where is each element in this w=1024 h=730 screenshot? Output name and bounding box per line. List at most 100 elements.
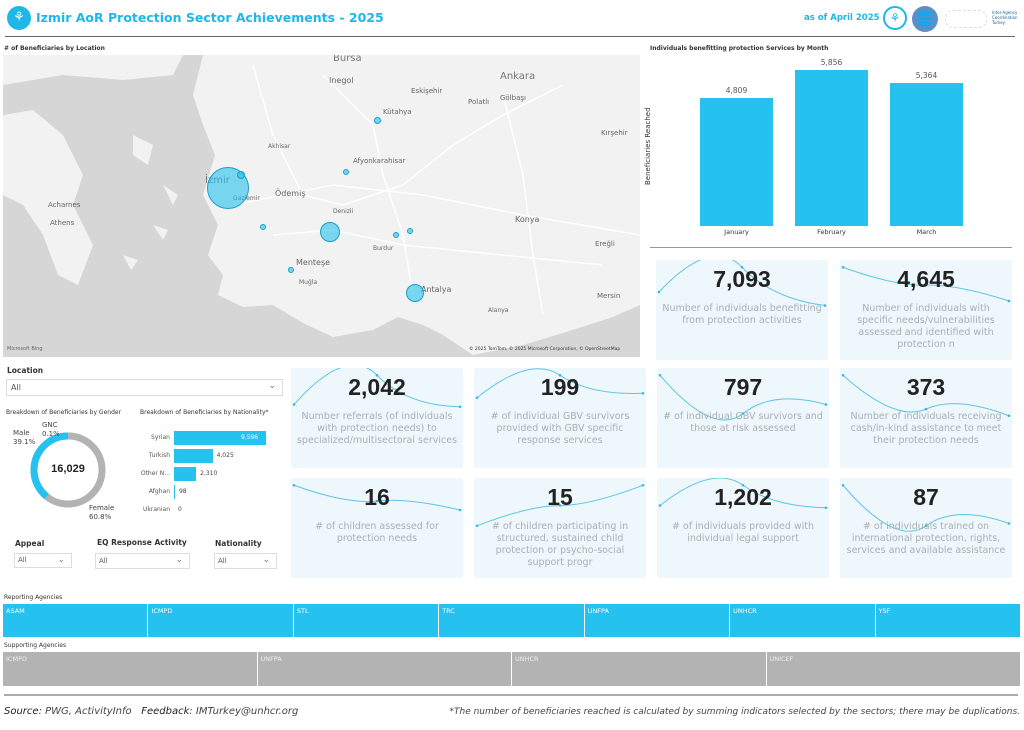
reporting-agencies: ASAM ICMPD STL TRC UNFPA UNHCR YSF (3, 604, 1021, 637)
feedback-label: Feedback (141, 706, 190, 717)
month-bar[interactable] (795, 70, 868, 226)
male-pct: 39.1% (13, 438, 36, 446)
unhcr-logo-icon: ⚘ (7, 6, 31, 30)
kpi-card: 16 # of children assessed for protection … (291, 478, 463, 578)
kpi-label: # of children participating in structure… (491, 521, 629, 568)
sparkline (841, 483, 1011, 532)
location-bubble[interactable] (373, 116, 381, 124)
appeal-dropdown[interactable]: All ⌄ (14, 553, 72, 568)
kpi-value: 16 (364, 484, 390, 510)
nationality-bar[interactable] (174, 467, 197, 481)
city-label: Inegol (329, 76, 354, 85)
nationality-value: 98 (178, 488, 187, 495)
nationality-value: 9,596 (241, 434, 259, 441)
chevron-down-icon: ⌄ (57, 555, 65, 565)
city-label: Ödemiş (275, 189, 306, 198)
month-bar-value: 5,364 (915, 71, 938, 81)
feedback-email[interactable]: : IMTurkey@unhcr.org (189, 706, 299, 717)
city-label: Bursa (333, 55, 362, 64)
city-label: Akhisar (268, 143, 291, 150)
month-bar-category: March (916, 228, 937, 236)
location-bubble[interactable] (260, 224, 266, 230)
nationality-dropdown[interactable]: All ⌄ (214, 553, 277, 569)
nationality-category: Syrian (151, 434, 170, 441)
nationality-bar[interactable] (174, 431, 266, 445)
reporting-agency: STL (294, 604, 440, 637)
kpi-value: 199 (540, 374, 580, 400)
city-label: Alanya (488, 307, 509, 314)
location-label: Location (7, 366, 44, 375)
sparkline (657, 260, 827, 307)
location-bubble[interactable] (288, 267, 294, 273)
gnc-name: GNC (42, 421, 58, 429)
nationality-category: Turkish (148, 452, 170, 459)
kpi-card: 797 # of individual GBV survivors and tho… (657, 368, 829, 468)
month-bar-value: 5,856 (820, 58, 843, 68)
city-label: Kütahya (383, 108, 412, 116)
city-label: Konya (515, 215, 540, 224)
kpi-label: Number referrals (of individuals with pr… (296, 411, 458, 446)
supporting-agency: UNHCR (512, 652, 767, 686)
kpi-value: 7,093 (713, 266, 771, 292)
bing-logo: Microsoft Bing (7, 346, 43, 352)
kpi-card: 15 # of children participating in structu… (474, 478, 646, 578)
city-label: Kırşehir (601, 129, 628, 137)
kpi-value: 15 (547, 484, 573, 510)
map-title: # of Beneficiaries by Location (4, 45, 105, 52)
gender-total: 16,029 (51, 463, 85, 475)
location-bubble[interactable] (207, 167, 249, 209)
reporting-agency: TRC (439, 604, 585, 637)
male-label: Male 39.1% (13, 429, 35, 447)
eq-dropdown[interactable]: All ⌄ (95, 553, 190, 569)
city-label: Ereğli (595, 240, 615, 248)
as-of-date: as of April 2025 (804, 13, 880, 23)
donut-slice-male (30, 432, 106, 508)
month-bar-chart: 4,809 January 5,856 February 5,364 March (680, 58, 1010, 238)
nationality-category: Other N... (140, 470, 170, 477)
beneficiaries-map[interactable]: Bursa Ankara Inegol Eskişehir Polatlı Gö… (3, 55, 640, 357)
map-land (3, 55, 640, 357)
city-label: Ankara (500, 71, 536, 82)
month-bar[interactable] (700, 98, 773, 226)
nationality-category: Afghan (148, 488, 170, 495)
map-attribution[interactable]: © 2025 TomTom, © 2025 Microsoft Corporat… (469, 347, 621, 352)
location-bubble[interactable] (320, 222, 340, 242)
male-name: Male (13, 429, 30, 437)
location-bubble[interactable] (407, 228, 413, 234)
reporting-agency: ICMPD (148, 604, 294, 637)
nationality-bar[interactable] (174, 485, 175, 499)
nationality-value: 4,025 (216, 452, 234, 459)
month-bar-category: February (817, 228, 846, 236)
nationality-value: 0 (178, 506, 182, 513)
sparkline (841, 373, 1011, 418)
nationality-value: All (218, 557, 227, 565)
eq-value: All (99, 557, 108, 565)
location-bubble[interactable] (343, 169, 349, 175)
month-bar[interactable] (890, 83, 963, 226)
sparkline (475, 368, 645, 400)
reporting-title: Reporting Agencies (4, 594, 63, 601)
location-bubble[interactable] (406, 284, 424, 302)
nationality-bar[interactable] (174, 449, 213, 463)
nationality-category: Ukranian (143, 506, 170, 513)
reporting-agency: ASAM (3, 604, 149, 637)
kpi-value: 797 (723, 374, 763, 400)
month-bar-value: 4,809 (725, 86, 748, 96)
female-label: Female 60.8% (89, 504, 114, 522)
sparkline (475, 483, 645, 528)
city-label: Athens (50, 219, 75, 227)
month-bar-category: January (724, 228, 749, 236)
iacs-logo (945, 10, 987, 28)
gnc-label: GNC 0.1% (42, 421, 60, 439)
kpi-label: # of individual GBV survivors and those … (663, 411, 823, 434)
location-bubble[interactable] (393, 232, 399, 238)
gender-title: Breakdown of Beneficiaries by Gender (6, 409, 122, 416)
sparkline (658, 373, 828, 421)
supporting-agency: UNFPA (258, 652, 512, 686)
page-title: Izmir AoR Protection Sector Achievements… (36, 10, 384, 25)
gender-donut (30, 432, 106, 508)
location-dropdown[interactable]: All ⌄ (6, 379, 283, 396)
sparkline (292, 483, 462, 512)
female-name: Female (89, 504, 115, 512)
location-bubble[interactable] (237, 171, 245, 179)
